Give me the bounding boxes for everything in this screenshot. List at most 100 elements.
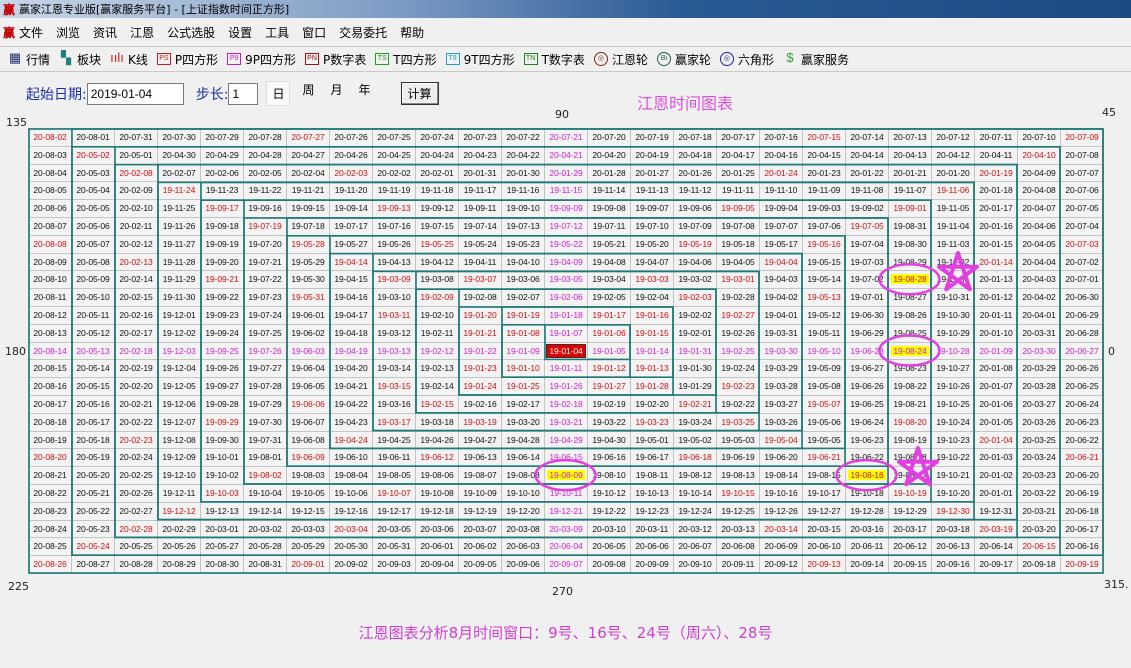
calculate-button[interactable]: 计算 bbox=[400, 82, 439, 105]
date-cell: 20-03-21 bbox=[1018, 502, 1061, 521]
angle-315: 315. bbox=[1104, 578, 1129, 591]
date-cell: 20-06-30 bbox=[1061, 289, 1104, 307]
date-cell: 19-11-19 bbox=[373, 182, 416, 201]
menu-item-4[interactable]: 公式选股 bbox=[167, 25, 216, 40]
menu-item-5[interactable]: 设置 bbox=[228, 25, 253, 40]
date-cell: 19-06-13 bbox=[459, 449, 502, 468]
date-cell: 19-08-02 bbox=[244, 467, 287, 485]
toolbar-button-8[interactable]: TN T数字表 bbox=[523, 51, 585, 68]
date-cell: 19-12-06 bbox=[158, 396, 201, 414]
date-cell: 19-06-27 bbox=[846, 360, 889, 379]
unit-option-3[interactable]: 年 bbox=[358, 83, 371, 97]
date-cell: 20-09-10 bbox=[674, 556, 717, 574]
date-cell: 19-08-29 bbox=[889, 253, 932, 272]
toolbar-button-0[interactable]: ▦ 行情 bbox=[8, 51, 50, 68]
date-cell: 19-12-20 bbox=[502, 502, 545, 521]
date-cell: 19-03-09 bbox=[373, 271, 416, 290]
date-cell: 19-11-30 bbox=[158, 289, 201, 307]
date-cell: 19-02-25 bbox=[717, 342, 760, 361]
date-cell: 19-05-17 bbox=[760, 235, 803, 254]
menu-item-1[interactable]: 浏览 bbox=[56, 25, 81, 40]
date-cell: 20-08-10 bbox=[29, 271, 72, 290]
date-cell: 19-06-10 bbox=[330, 449, 373, 468]
date-cell: 20-01-19 bbox=[975, 164, 1018, 183]
date-cell: 20-03-01 bbox=[201, 520, 244, 539]
date-cell: 19-01-06 bbox=[588, 324, 631, 343]
unit-option-1[interactable]: 周 bbox=[302, 83, 315, 97]
date-cell: 19-11-14 bbox=[588, 182, 631, 201]
date-cell: 19-05-23 bbox=[502, 235, 545, 254]
toolbar-button-6[interactable]: TS T四方形 bbox=[375, 51, 437, 68]
date-cell: 19-10-18 bbox=[846, 485, 889, 503]
date-cell: 19-04-28 bbox=[502, 431, 545, 450]
date-cell: 19-07-24 bbox=[244, 307, 287, 325]
menu-item-9[interactable]: 帮助 bbox=[400, 25, 425, 40]
start-date-input[interactable] bbox=[86, 82, 184, 105]
date-cell: 20-04-27 bbox=[287, 146, 330, 165]
date-cell: 19-10-10 bbox=[502, 485, 545, 503]
date-cell: 19-09-09 bbox=[545, 200, 588, 218]
date-cell: 20-01-11 bbox=[975, 307, 1018, 325]
date-cell: 20-01-15 bbox=[975, 235, 1018, 254]
date-cell: 20-01-29 bbox=[545, 164, 588, 183]
toolbar-button-2[interactable]: ıılı K线 bbox=[110, 51, 148, 68]
toolbar-button-7[interactable]: T9 9T四方形 bbox=[445, 51, 515, 68]
toolbar-button-10[interactable]: Bi 赢家轮 bbox=[656, 51, 711, 68]
date-cell: 19-04-19 bbox=[330, 342, 373, 361]
chart-title: 江恩时间图表 bbox=[637, 94, 734, 113]
menu-item-2[interactable]: 资讯 bbox=[93, 25, 118, 40]
date-cell: 19-07-25 bbox=[244, 324, 287, 343]
date-cell: 20-07-03 bbox=[1061, 235, 1104, 254]
date-cell: 19-09-22 bbox=[201, 289, 244, 307]
date-cell: 19-01-30 bbox=[674, 360, 717, 379]
date-cell: 20-07-11 bbox=[975, 129, 1018, 147]
date-cell: 19-12-30 bbox=[932, 502, 975, 521]
date-cell: 20-02-09 bbox=[115, 182, 158, 201]
toolbar-button-12[interactable]: $ 赢家服务 bbox=[783, 51, 849, 68]
date-cell: 19-10-14 bbox=[674, 485, 717, 503]
date-cell: 19-01-29 bbox=[674, 378, 717, 396]
date-cell: 19-07-15 bbox=[416, 218, 459, 236]
date-cell: 19-05-08 bbox=[803, 378, 846, 396]
date-cell: 19-02-07 bbox=[502, 289, 545, 307]
date-cell: 19-08-09 bbox=[545, 467, 588, 485]
date-cell: 19-07-18 bbox=[287, 218, 330, 236]
date-cell: 19-06-03 bbox=[287, 342, 330, 361]
toolbar-button-5[interactable]: PN P数字表 bbox=[305, 51, 366, 68]
date-cell: 20-08-19 bbox=[29, 431, 72, 450]
menu-item-8[interactable]: 交易委托 bbox=[339, 25, 388, 40]
date-cell: 20-08-30 bbox=[201, 556, 244, 574]
date-cell: 19-08-22 bbox=[889, 378, 932, 396]
date-cell: 20-08-07 bbox=[29, 218, 72, 236]
date-cell: 19-07-16 bbox=[373, 218, 416, 236]
unit-option-2[interactable]: 月 bbox=[330, 83, 343, 97]
date-cell: 19-01-12 bbox=[588, 360, 631, 379]
date-cell: 19-11-09 bbox=[803, 182, 846, 201]
date-cell: 20-05-13 bbox=[72, 342, 115, 361]
angle-90: 90 bbox=[555, 108, 569, 121]
menu-item-0[interactable]: 文件 bbox=[19, 25, 44, 40]
date-cell: 19-03-28 bbox=[760, 378, 803, 396]
menu-item-7[interactable]: 窗口 bbox=[302, 25, 327, 40]
date-cell: 20-03-17 bbox=[889, 520, 932, 539]
date-cell: 19-02-15 bbox=[416, 396, 459, 414]
date-cell: 19-11-10 bbox=[760, 182, 803, 201]
date-cell: 19-01-19 bbox=[502, 307, 545, 325]
toolbar-button-9[interactable]: ◎ 江恩轮 bbox=[593, 51, 648, 68]
toolbar-button-1[interactable]: ▚ 板块 bbox=[59, 51, 101, 68]
date-cell: 19-03-17 bbox=[373, 413, 416, 432]
toolbar-button-3[interactable]: PS P四方形 bbox=[156, 51, 218, 68]
date-cell: 20-02-12 bbox=[115, 235, 158, 254]
date-cell: 20-08-28 bbox=[115, 556, 158, 574]
date-cell: 19-07-26 bbox=[244, 342, 287, 361]
menu-item-3[interactable]: 江恩 bbox=[130, 25, 155, 40]
date-cell: 19-03-11 bbox=[373, 307, 416, 325]
toolbar-button-11[interactable]: ◎ 六角形 bbox=[719, 51, 774, 68]
date-cell: 19-11-26 bbox=[158, 218, 201, 236]
date-cell: 20-03-24 bbox=[1018, 449, 1061, 468]
step-input[interactable] bbox=[228, 82, 259, 105]
toolbar-button-4[interactable]: P9 9P四方形 bbox=[227, 51, 296, 68]
menu-item-6[interactable]: 工具 bbox=[265, 25, 290, 40]
unit-option-0[interactable]: 日 bbox=[266, 81, 291, 106]
date-cell: 20-06-17 bbox=[1061, 520, 1104, 539]
